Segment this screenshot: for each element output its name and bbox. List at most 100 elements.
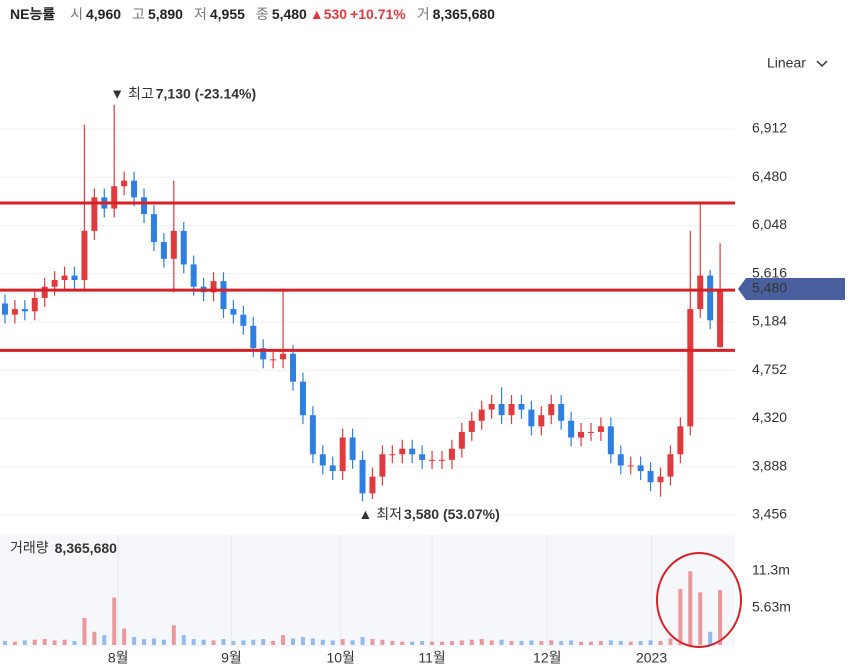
volume-bar: [410, 641, 415, 645]
volume-bar: [82, 617, 87, 645]
volume-bar: [330, 640, 335, 645]
candle-body: [190, 264, 197, 287]
y-tick-label: 3,456: [752, 506, 787, 522]
volume-bar: [469, 639, 474, 645]
candle-body: [329, 465, 336, 472]
candle-body: [230, 309, 237, 315]
volume-bar: [708, 631, 713, 645]
volume-bar: [350, 640, 355, 645]
volume-bar: [231, 641, 236, 645]
x-tick-label: 9월: [221, 650, 242, 666]
y-tick-label: 6,912: [752, 120, 787, 136]
volume-bar: [132, 637, 137, 645]
x-tick-label: 2023: [636, 650, 667, 666]
volume-bar: [340, 639, 345, 645]
volume-tick-label: 11.3m: [752, 561, 790, 577]
candle-body: [667, 454, 674, 477]
volume-bar: [559, 641, 564, 645]
candle-body: [578, 431, 585, 438]
candle-body: [339, 437, 346, 472]
volume-bar: [261, 639, 266, 645]
candle-body: [299, 381, 306, 416]
candle-body: [568, 420, 575, 438]
candle-body: [250, 325, 257, 349]
y-tick-label: 4,320: [752, 409, 787, 425]
candle-body: [180, 230, 187, 265]
candle-body: [518, 404, 525, 410]
x-tick-label: 8월: [108, 650, 129, 666]
volume-bar: [588, 641, 593, 645]
candle-body: [61, 275, 68, 281]
field-label: 거: [416, 6, 430, 22]
y-tick-label: 5,184: [752, 313, 787, 329]
candle-body: [458, 431, 465, 449]
candle-body: [111, 186, 118, 209]
volume-pane: [0, 535, 735, 647]
candle-body: [349, 437, 356, 460]
y-tick-label: 3,888: [752, 457, 787, 473]
volume-bar: [241, 640, 246, 645]
candle-body: [647, 471, 654, 483]
scale-mode[interactable]: Linear: [767, 55, 806, 71]
candle-body: [687, 309, 694, 427]
candle-body: [51, 280, 58, 287]
header: NE능률 시 4,960 고 5,890 저 4,955 종 5,480 ▲530 +10.71%…: [10, 4, 498, 24]
y-tick-label: 5,616: [752, 264, 787, 280]
candle-body: [617, 454, 624, 466]
volume-bar: [72, 641, 77, 645]
volume-bar: [291, 638, 296, 645]
volume-bar: [479, 639, 484, 645]
volume-bar: [390, 641, 395, 645]
volume-bar: [320, 639, 325, 645]
change: ▲530: [309, 6, 348, 22]
candle-body: [488, 404, 495, 410]
volume-bar: [668, 638, 673, 645]
x-tick-label: 12월: [533, 650, 561, 666]
volume-bar: [509, 641, 514, 645]
candle-body: [657, 476, 664, 483]
field-value: 8,365,680: [432, 6, 495, 22]
annotation-value: 3,580 (53.07%): [404, 506, 500, 522]
volume-bar: [112, 597, 117, 645]
candle-body: [627, 465, 634, 467]
y-tick-label: 6,480: [752, 168, 787, 184]
candle-body: [399, 448, 406, 455]
candle-body: [359, 459, 366, 494]
volume-bar: [499, 639, 504, 645]
volume-bar: [62, 639, 67, 645]
volume-bar: [251, 639, 256, 645]
volume-bar: [718, 589, 723, 645]
candle-body: [389, 454, 396, 456]
volume-bar: [608, 640, 613, 645]
volume-bar: [2, 641, 7, 645]
candle-body: [468, 420, 475, 432]
volume-bar: [628, 641, 633, 645]
candle-body: [419, 454, 426, 460]
field-value: 5,890: [147, 6, 183, 22]
candle-body: [1, 303, 8, 315]
volume-bar: [142, 639, 147, 645]
volume-bar: [221, 639, 226, 645]
scale-chevron[interactable]: [816, 60, 828, 68]
candle-body: [280, 353, 287, 360]
volume-bar: [370, 639, 375, 645]
stock-name: NE능률: [10, 6, 56, 22]
volume-bar: [211, 640, 216, 645]
volume-bar: [122, 628, 127, 645]
volume-bar: [549, 640, 554, 645]
candle-body: [131, 180, 138, 198]
field-label: 시: [70, 6, 83, 22]
candle-body: [31, 297, 38, 312]
y-tick-label: 6,048: [752, 216, 787, 232]
volume-bar: [32, 639, 37, 645]
field-value: 4,955: [209, 6, 245, 22]
candle-body: [498, 404, 505, 416]
candle-body: [270, 359, 277, 361]
annotation: ▲ 최저 3,580 (53.07%): [359, 506, 500, 522]
candle-body: [548, 404, 555, 416]
volume-bar: [52, 640, 57, 645]
candle-body: [309, 415, 316, 455]
volume-bar: [648, 640, 653, 645]
volume-bar: [678, 589, 683, 645]
